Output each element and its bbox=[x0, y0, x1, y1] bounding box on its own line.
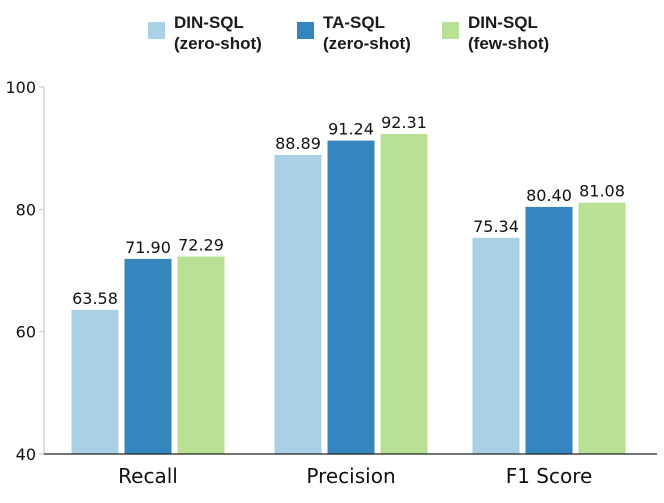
bar-precision-series-2 bbox=[380, 134, 428, 454]
legend-swatch-din-sql-zero-shot bbox=[148, 22, 165, 39]
data-label: 80.40 bbox=[526, 186, 572, 205]
legend-label-line1: DIN-SQL bbox=[468, 13, 538, 32]
x-tick-label: Precision bbox=[306, 464, 395, 488]
data-label: 72.29 bbox=[178, 236, 224, 255]
y-tick-label: 100 bbox=[5, 78, 36, 97]
data-label: 63.58 bbox=[72, 289, 118, 308]
legend-label-line1: DIN-SQL bbox=[174, 13, 244, 32]
legend-label-line2: (zero-shot) bbox=[323, 34, 411, 53]
legend-swatch-din-sql-few-shot bbox=[442, 22, 459, 39]
bar-precision-series-0 bbox=[274, 155, 322, 454]
legend-label-line1: TA-SQL bbox=[323, 13, 386, 32]
data-label: 81.08 bbox=[579, 182, 625, 201]
bar-f1-score-series-0 bbox=[472, 237, 520, 454]
legend-item-din-sql-zero-shot: DIN-SQL (zero-shot) bbox=[148, 12, 262, 54]
bar-recall-series-2 bbox=[177, 256, 225, 454]
legend-label-line2: (few-shot) bbox=[468, 34, 550, 53]
y-tick-label: 40 bbox=[16, 445, 36, 464]
x-tick-label: F1 Score bbox=[506, 464, 593, 488]
bar-f1-score-series-2 bbox=[578, 202, 626, 454]
data-label: 92.31 bbox=[381, 113, 427, 132]
data-label: 71.90 bbox=[125, 238, 171, 257]
bar-precision-series-1 bbox=[327, 140, 375, 454]
legend: DIN-SQL (zero-shot) TA-SQL (zero-shot) D… bbox=[0, 12, 664, 68]
y-tick-label: 80 bbox=[16, 200, 36, 219]
legend-item-ta-sql-zero-shot: TA-SQL (zero-shot) bbox=[297, 12, 411, 54]
bar-recall-series-1 bbox=[124, 258, 172, 454]
legend-item-din-sql-few-shot: DIN-SQL (few-shot) bbox=[442, 12, 549, 54]
legend-label-line2: (zero-shot) bbox=[174, 34, 262, 53]
data-label: 88.89 bbox=[275, 134, 321, 153]
legend-swatch-ta-sql-zero-shot bbox=[297, 22, 314, 39]
bar-f1-score-series-1 bbox=[525, 206, 573, 454]
data-label: 91.24 bbox=[328, 120, 374, 139]
bar-recall-series-0 bbox=[71, 309, 119, 454]
x-tick-label: Recall bbox=[118, 464, 178, 488]
y-tick-label: 60 bbox=[16, 323, 36, 342]
data-label: 75.34 bbox=[473, 217, 519, 236]
